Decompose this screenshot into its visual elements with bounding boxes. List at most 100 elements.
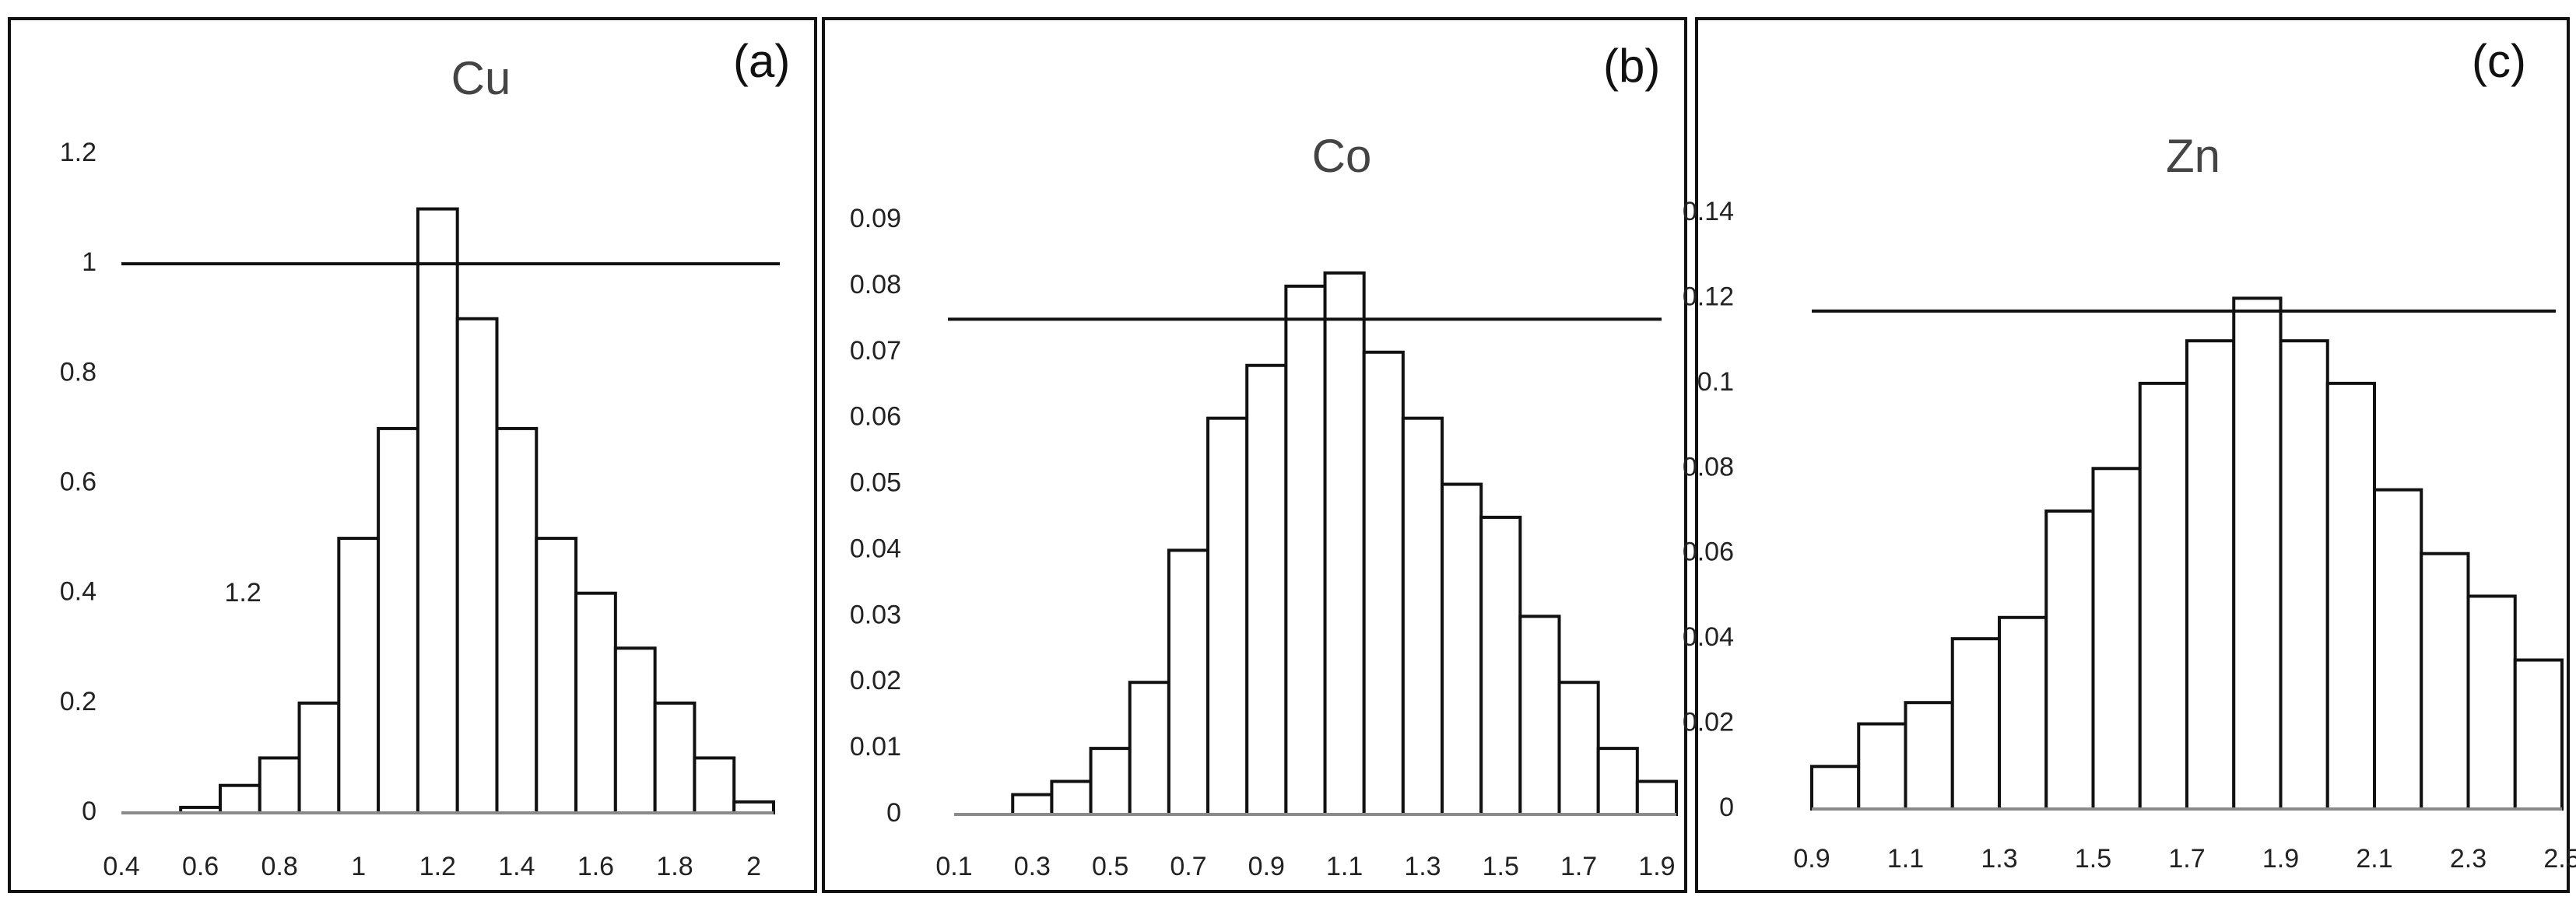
- x-tick-label: 1.3: [1981, 844, 2017, 874]
- x-tick-label: 1.2: [419, 852, 456, 881]
- x-tick-label: 0.4: [103, 852, 139, 881]
- x-tick-label: 1.9: [2262, 844, 2299, 874]
- x-tick-label: 1.7: [1560, 852, 1597, 881]
- y-tick-label: 0.4: [60, 577, 97, 607]
- y-tick-label: 0.07: [850, 336, 901, 366]
- x-tick-label: 1.1: [1326, 852, 1363, 881]
- x-tick-label: 1.7: [2168, 844, 2205, 874]
- histogram-bar: [495, 426, 539, 815]
- histogram-bar: [1050, 779, 1093, 816]
- histogram-bar: [2513, 658, 2564, 811]
- y-tick-label: 0.14: [1683, 197, 1734, 226]
- histogram-bar: [1998, 615, 2048, 811]
- histogram-bar: [1245, 363, 1288, 816]
- x-tick-label: 1.9: [1638, 852, 1675, 881]
- panel-label-c: (c): [2472, 35, 2526, 87]
- y-tick-label: 0.04: [1683, 622, 1734, 652]
- panel-label-b: (b): [1603, 40, 1661, 92]
- panel-label-a: (a): [733, 35, 791, 87]
- histogram-bar: [416, 207, 459, 815]
- histogram-bar: [1167, 548, 1210, 816]
- histogram-bar: [613, 646, 657, 814]
- histogram-bar: [297, 701, 341, 814]
- y-tick-label: 0.01: [850, 732, 901, 762]
- histogram-bar: [535, 537, 578, 814]
- x-tick-label: 0.7: [1170, 852, 1206, 881]
- y-tick-label: 0: [82, 797, 97, 826]
- y-tick-label: 0.08: [850, 270, 901, 299]
- x-tick-label: 0.8: [261, 852, 298, 881]
- x-tick-label: 1.4: [498, 852, 535, 881]
- histogram-bar: [258, 756, 301, 815]
- x-tick-label: 1.6: [577, 852, 614, 881]
- y-tick-label: 0.06: [850, 402, 901, 432]
- y-tick-label: 0.8: [60, 357, 97, 387]
- chart-annotation-a: 1.2: [224, 577, 261, 608]
- panel-a: 0 0.2 0.4 0.6 0.8 1 1.2 0.4 0.6 0.8 1 1.2 1.4 1.6 1.8 2…: [8, 17, 817, 893]
- x-tick-label: 1.3: [1404, 852, 1441, 881]
- chart-c: 0 0.02 0.04 0.06 0.08 0.1 0.12 0.14 0.9 1.1 1.3 1.5…: [1683, 197, 2576, 874]
- histogram-bar: [1557, 681, 1600, 816]
- histogram-bar: [1401, 416, 1444, 816]
- histogram-bar: [218, 783, 261, 814]
- histogram-bar: [1206, 416, 1249, 816]
- y-tick-label: 0: [886, 798, 901, 828]
- x-tick-label: 0.9: [1793, 844, 1830, 874]
- x-tick-label: 2.5: [2543, 844, 2576, 874]
- histogram-bar: [1089, 747, 1132, 816]
- y-tick-label: 0.1: [1697, 367, 1734, 397]
- histogram-bar: [1810, 765, 1861, 811]
- x-tick-label: 2.1: [2356, 844, 2392, 874]
- y-tick-label: 0.08: [1683, 452, 1734, 482]
- histogram-bar: [1128, 681, 1170, 816]
- x-tick-label: 0.5: [1092, 852, 1128, 881]
- panel-c: 0 0.02 0.04 0.06 0.08 0.1 0.12 0.14 0.9 1.1 1.3 1.5…: [1683, 17, 2576, 893]
- histogram-bar: [2373, 488, 2423, 811]
- x-tick-label: 1.5: [2075, 844, 2111, 874]
- y-tick-label: 0.04: [850, 534, 901, 563]
- histogram-bar: [337, 537, 381, 814]
- histogram-bar: [2044, 510, 2095, 811]
- y-tick-label: 1.2: [60, 138, 97, 167]
- chart-b: 0 0.01 0.02 0.03 0.04 0.05 0.06 0.07 0.08 0.09 0.1…: [850, 204, 1679, 881]
- histogram-bar: [2185, 339, 2236, 811]
- histogram-bar: [377, 426, 419, 815]
- histogram-bar: [1479, 516, 1522, 816]
- histogram-bar: [1284, 284, 1327, 816]
- x-tick-label: 2: [746, 852, 761, 881]
- histogram-bar: [574, 591, 617, 815]
- histogram-bar: [1950, 637, 2001, 811]
- y-tick-label: 0.02: [1683, 708, 1734, 737]
- y-tick-label: 0.03: [850, 600, 901, 629]
- y-tick-label: 0.05: [850, 468, 901, 498]
- histogram-bar: [1635, 779, 1679, 816]
- y-tick-label: 0.02: [850, 666, 901, 695]
- chart-title-a: Cu: [451, 52, 511, 104]
- x-tick-label: 1.5: [1483, 852, 1519, 881]
- histogram-bar: [1323, 271, 1366, 816]
- histogram-bar: [2325, 381, 2376, 811]
- y-tick-label: 0.2: [60, 687, 97, 716]
- histogram-bar: [732, 800, 775, 815]
- histogram-bar: [653, 701, 697, 814]
- panel-b: 0 0.01 0.02 0.03 0.04 0.05 0.06 0.07 0.08 0.09 0.1…: [822, 17, 1687, 893]
- y-tick-label: 0.6: [60, 467, 97, 496]
- histogram-bar: [1596, 747, 1639, 816]
- x-tick-label: 0.9: [1248, 852, 1285, 881]
- x-tick-label: 1.1: [1887, 844, 1924, 874]
- histogram-bar: [2138, 381, 2188, 811]
- histogram-bar: [1441, 482, 1483, 816]
- x-tick-label: 0.6: [182, 852, 219, 881]
- histogram-bar: [455, 317, 499, 814]
- histogram-bar: [1011, 793, 1054, 816]
- histogram-bar: [1857, 722, 1907, 811]
- y-tick-label: 0: [1719, 793, 1734, 822]
- histogram-bar: [2232, 296, 2283, 811]
- x-tick-label: 1.8: [656, 852, 693, 881]
- chart-a: 0 0.2 0.4 0.6 0.8 1 1.2 0.4 0.6 0.8 1 1.2 1.4 1.6 1.8 2: [60, 138, 780, 881]
- x-tick-label: 0.3: [1014, 852, 1051, 881]
- x-tick-label: 0.1: [935, 852, 972, 881]
- histogram-bar: [2091, 467, 2142, 811]
- histogram-bar: [693, 756, 736, 815]
- x-tick-label: 2.3: [2450, 844, 2487, 874]
